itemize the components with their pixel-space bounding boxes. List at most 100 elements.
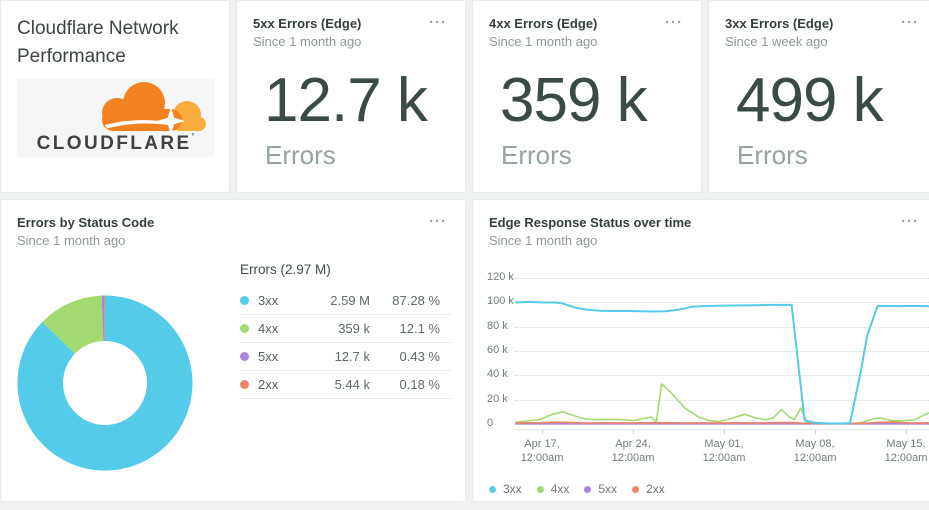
card-title: 4xx Errors (Edge)	[489, 16, 598, 31]
x-axis-label: Apr 24, 12:00am	[611, 438, 655, 464]
y-axis-label: 120 k	[487, 271, 514, 283]
legend-label: 4xx	[550, 482, 570, 496]
y-axis-label: 60 k	[487, 343, 508, 356]
row-percent: 0.18 %	[399, 377, 440, 392]
x-axis-label: Apr 17, 12:00am	[520, 438, 564, 464]
series-color-dot-icon	[489, 485, 496, 493]
table-row-5xx[interactable]: 5xx 12.7 k 0.43 %	[240, 343, 452, 371]
row-value: 359 k	[338, 321, 370, 336]
edge-response-status-card: Edge Response Status over time Since 1 m…	[472, 199, 929, 502]
row-value: 2.59 M	[330, 293, 370, 308]
x-axis-label: May 01, 12:00am	[702, 438, 746, 464]
legend-item-3xx[interactable]: 3xx	[489, 482, 522, 496]
ellipsis-menu-icon[interactable]: ···	[665, 14, 683, 31]
series-color-dot-icon	[584, 485, 592, 493]
card-subtitle: Since 1 month ago	[489, 233, 598, 248]
x-axis-tick	[723, 430, 725, 434]
stat-unit: Errors	[265, 140, 336, 170]
card-subtitle: Since 1 month ago	[17, 233, 126, 248]
x-axis-tick	[541, 430, 543, 434]
legend-item-5xx[interactable]: 5xx	[584, 482, 617, 496]
row-value: 5.44 k	[334, 377, 370, 392]
donut-chart	[17, 295, 193, 471]
row-percent: 0.43 %	[399, 349, 440, 364]
series-line-3xx	[515, 300, 929, 425]
gridline	[515, 375, 929, 377]
row-percent: 87.28 %	[392, 293, 440, 308]
x-axis-label: May 15, 12:00am	[884, 438, 928, 464]
x-axis-tick	[632, 430, 634, 434]
legend-item-4xx[interactable]: 4xx	[536, 482, 570, 496]
y-axis-label: 0	[487, 416, 494, 429]
series-line-2xx	[515, 421, 929, 425]
table-row-4xx[interactable]: 4xx 359 k 12.1 %	[240, 315, 452, 343]
stat-card-4xx-errors: 4xx Errors (Edge) Since 1 month ago ··· …	[472, 0, 702, 193]
series-color-dot-icon	[240, 324, 249, 333]
x-axis-tick	[905, 430, 907, 434]
gridline	[515, 302, 929, 304]
series-color-dot-icon	[632, 485, 640, 493]
donut-slice-2xx[interactable]	[103, 295, 105, 342]
stat-value: 499 k	[736, 66, 884, 135]
donut-slice-4xx[interactable]	[42, 295, 104, 354]
row-label: 4xx	[258, 321, 279, 336]
gridline	[515, 278, 929, 279]
y-axis-label: 40 k	[487, 368, 508, 381]
cloudflare-cloud-icon	[102, 82, 206, 135]
stat-value: 12.7 k	[264, 66, 428, 135]
row-label: 5xx	[258, 349, 279, 364]
donut-slice-5xx[interactable]	[101, 295, 105, 342]
row-label: 2xx	[258, 377, 279, 392]
card-subtitle: Since 1 month ago	[253, 34, 362, 49]
y-axis-label: 100 k	[487, 295, 514, 308]
donut-slice-3xx[interactable]	[17, 295, 193, 471]
y-axis-label: 20 k	[487, 392, 508, 405]
x-axis-line	[515, 429, 929, 430]
legend-label: 5xx	[598, 482, 618, 496]
pie-facet-table: Errors (2.97 M) 3xx 2.59 M 87.28 % 4xx 359 k…	[240, 262, 452, 399]
card-title: 5xx Errors (Edge)	[253, 16, 362, 31]
stat-value: 359 k	[500, 66, 648, 135]
row-value: 12.7 k	[334, 349, 370, 364]
gridline	[515, 326, 929, 328]
stat-card-3xx-errors: 3xx Errors (Edge) Since 1 week ago ··· 4…	[708, 0, 929, 193]
legend-label: 2xx	[646, 482, 665, 496]
stat-unit: Errors	[501, 140, 572, 170]
series-color-dot-icon	[536, 485, 544, 493]
series-color-dot-icon	[240, 296, 249, 305]
line-chart	[515, 300, 929, 425]
series-color-dot-icon	[240, 352, 249, 361]
x-axis-tick	[814, 430, 816, 434]
x-axis-label: May 08, 12:00am	[793, 438, 837, 464]
table-row-2xx[interactable]: 2xx 5.44 k 0.18 %	[240, 371, 452, 399]
cloudflare-wordmark: CLOUDFLARE’	[36, 132, 195, 154]
card-subtitle: Since 1 week ago	[725, 34, 828, 49]
ellipsis-menu-icon[interactable]: ···	[901, 14, 919, 31]
card-title: Errors by Status Code	[17, 215, 155, 230]
errors-by-status-code-card: Errors by Status Code Since 1 month ago …	[0, 199, 466, 502]
series-color-dot-icon	[240, 380, 249, 389]
card-title: Edge Response Status over time	[489, 215, 692, 230]
chart-legend: 3xx 4xx 5xx 2xx	[489, 482, 680, 496]
legend-item-2xx[interactable]: 2xx	[632, 482, 665, 496]
row-label: 3xx	[258, 293, 279, 308]
ellipsis-menu-icon[interactable]: ···	[429, 213, 447, 230]
card-title: 3xx Errors (Edge)	[725, 16, 834, 31]
pie-table-header: Errors (2.97 M)	[240, 262, 331, 277]
stat-unit: Errors	[737, 140, 808, 170]
row-percent: 12.1 %	[399, 321, 440, 336]
stat-card-5xx-errors: 5xx Errors (Edge) Since 1 month ago ··· …	[236, 0, 466, 193]
dashboard-title-card: Cloudflare Network Performance CLOUDFLAR…	[0, 0, 230, 193]
trademark-mark: ’	[191, 132, 195, 143]
ellipsis-menu-icon[interactable]: ···	[901, 213, 919, 230]
card-subtitle: Since 1 month ago	[489, 34, 598, 49]
cloudflare-logo: CLOUDFLARE’	[17, 79, 214, 157]
ellipsis-menu-icon[interactable]: ···	[429, 14, 447, 31]
gridline	[515, 350, 929, 352]
table-row-3xx[interactable]: 3xx 2.59 M 87.28 %	[240, 287, 452, 315]
gridline	[515, 399, 929, 401]
series-line-4xx	[515, 383, 929, 425]
legend-label: 3xx	[503, 482, 522, 496]
y-axis-label: 80 k	[487, 319, 508, 332]
dashboard-title: Cloudflare Network Performance	[17, 18, 179, 67]
